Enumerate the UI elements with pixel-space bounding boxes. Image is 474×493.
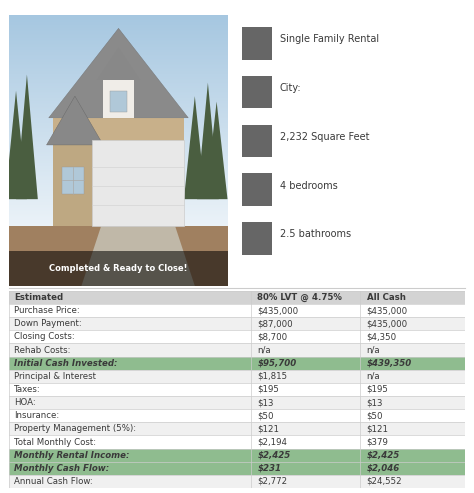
Text: Annual Cash Flow:: Annual Cash Flow: [14, 477, 93, 486]
Text: $13: $13 [367, 398, 383, 407]
Text: Rehab Costs:: Rehab Costs: [14, 346, 71, 354]
Text: $13: $13 [257, 398, 274, 407]
FancyBboxPatch shape [9, 370, 465, 383]
Text: 4 bedrooms: 4 bedrooms [280, 180, 337, 191]
FancyBboxPatch shape [9, 462, 465, 475]
FancyBboxPatch shape [92, 140, 184, 226]
FancyBboxPatch shape [53, 145, 97, 226]
Polygon shape [97, 47, 140, 80]
FancyBboxPatch shape [241, 76, 272, 108]
Text: n/a: n/a [367, 346, 380, 354]
Text: $121: $121 [257, 424, 280, 433]
FancyBboxPatch shape [9, 250, 228, 286]
Text: $50: $50 [257, 411, 274, 420]
Text: All Cash: All Cash [367, 293, 406, 302]
FancyBboxPatch shape [110, 91, 127, 112]
Text: Purchase Price:: Purchase Price: [14, 306, 80, 315]
FancyBboxPatch shape [9, 396, 465, 409]
Text: $95,700: $95,700 [257, 359, 297, 368]
FancyBboxPatch shape [9, 409, 465, 423]
Text: $195: $195 [367, 385, 389, 394]
FancyBboxPatch shape [9, 423, 465, 435]
Polygon shape [184, 96, 206, 199]
Text: Monthly Cash Flow:: Monthly Cash Flow: [14, 464, 109, 473]
Text: $231: $231 [257, 464, 282, 473]
Text: $121: $121 [367, 424, 389, 433]
Text: $8,700: $8,700 [257, 332, 288, 341]
Text: $435,000: $435,000 [367, 319, 408, 328]
FancyBboxPatch shape [62, 167, 83, 194]
Text: Property Management (5%):: Property Management (5%): [14, 424, 136, 433]
Polygon shape [5, 91, 27, 199]
Text: n/a: n/a [367, 372, 380, 381]
FancyBboxPatch shape [9, 330, 465, 344]
Polygon shape [16, 74, 38, 199]
Text: Completed & Ready to Close!: Completed & Ready to Close! [49, 264, 188, 273]
FancyBboxPatch shape [9, 475, 465, 488]
FancyBboxPatch shape [241, 222, 272, 255]
Text: Closing Costs:: Closing Costs: [14, 332, 75, 341]
FancyBboxPatch shape [241, 125, 272, 157]
Text: Down Payment:: Down Payment: [14, 319, 82, 328]
FancyBboxPatch shape [9, 344, 465, 356]
Text: n/a: n/a [257, 346, 271, 354]
Text: Insurance:: Insurance: [14, 411, 59, 420]
Text: Monthly Rental Income:: Monthly Rental Income: [14, 451, 129, 459]
FancyBboxPatch shape [9, 356, 465, 370]
FancyBboxPatch shape [9, 226, 228, 286]
FancyBboxPatch shape [9, 435, 465, 449]
Text: 2,232 Square Feet: 2,232 Square Feet [280, 132, 369, 142]
Text: 2.5 bathrooms: 2.5 bathrooms [280, 229, 351, 240]
Text: $24,552: $24,552 [367, 477, 402, 486]
Text: Single Family Rental: Single Family Rental [280, 34, 379, 44]
Text: $2,425: $2,425 [257, 451, 291, 459]
Text: Initial Cash Invested:: Initial Cash Invested: [14, 359, 118, 368]
FancyBboxPatch shape [241, 174, 272, 206]
Polygon shape [206, 102, 228, 199]
FancyBboxPatch shape [9, 317, 465, 330]
Text: $4,350: $4,350 [367, 332, 397, 341]
Text: $1,815: $1,815 [257, 372, 288, 381]
FancyBboxPatch shape [241, 27, 272, 60]
Text: Estimated: Estimated [14, 293, 63, 302]
Text: Total Monthly Cost:: Total Monthly Cost: [14, 438, 96, 447]
FancyBboxPatch shape [9, 291, 465, 304]
Polygon shape [197, 82, 219, 199]
Text: $2,772: $2,772 [257, 477, 288, 486]
FancyBboxPatch shape [103, 80, 134, 118]
FancyBboxPatch shape [53, 118, 184, 226]
FancyBboxPatch shape [9, 304, 465, 317]
FancyBboxPatch shape [9, 449, 465, 462]
Text: Principal & Interest: Principal & Interest [14, 372, 96, 381]
Text: $2,194: $2,194 [257, 438, 287, 447]
Polygon shape [49, 29, 188, 118]
Text: $439,350: $439,350 [367, 359, 412, 368]
Polygon shape [82, 226, 195, 286]
Text: $2,425: $2,425 [367, 451, 400, 459]
Text: City:: City: [280, 83, 301, 93]
Text: $435,000: $435,000 [257, 306, 299, 315]
Polygon shape [46, 96, 103, 145]
FancyBboxPatch shape [9, 383, 465, 396]
Text: 80% LVT @ 4.75%: 80% LVT @ 4.75% [257, 293, 342, 302]
Text: $195: $195 [257, 385, 279, 394]
Text: $435,000: $435,000 [367, 306, 408, 315]
Text: HOA:: HOA: [14, 398, 36, 407]
Text: $87,000: $87,000 [257, 319, 293, 328]
Text: $50: $50 [367, 411, 383, 420]
Text: $379: $379 [367, 438, 389, 447]
Text: Taxes:: Taxes: [14, 385, 41, 394]
Text: $2,046: $2,046 [367, 464, 400, 473]
